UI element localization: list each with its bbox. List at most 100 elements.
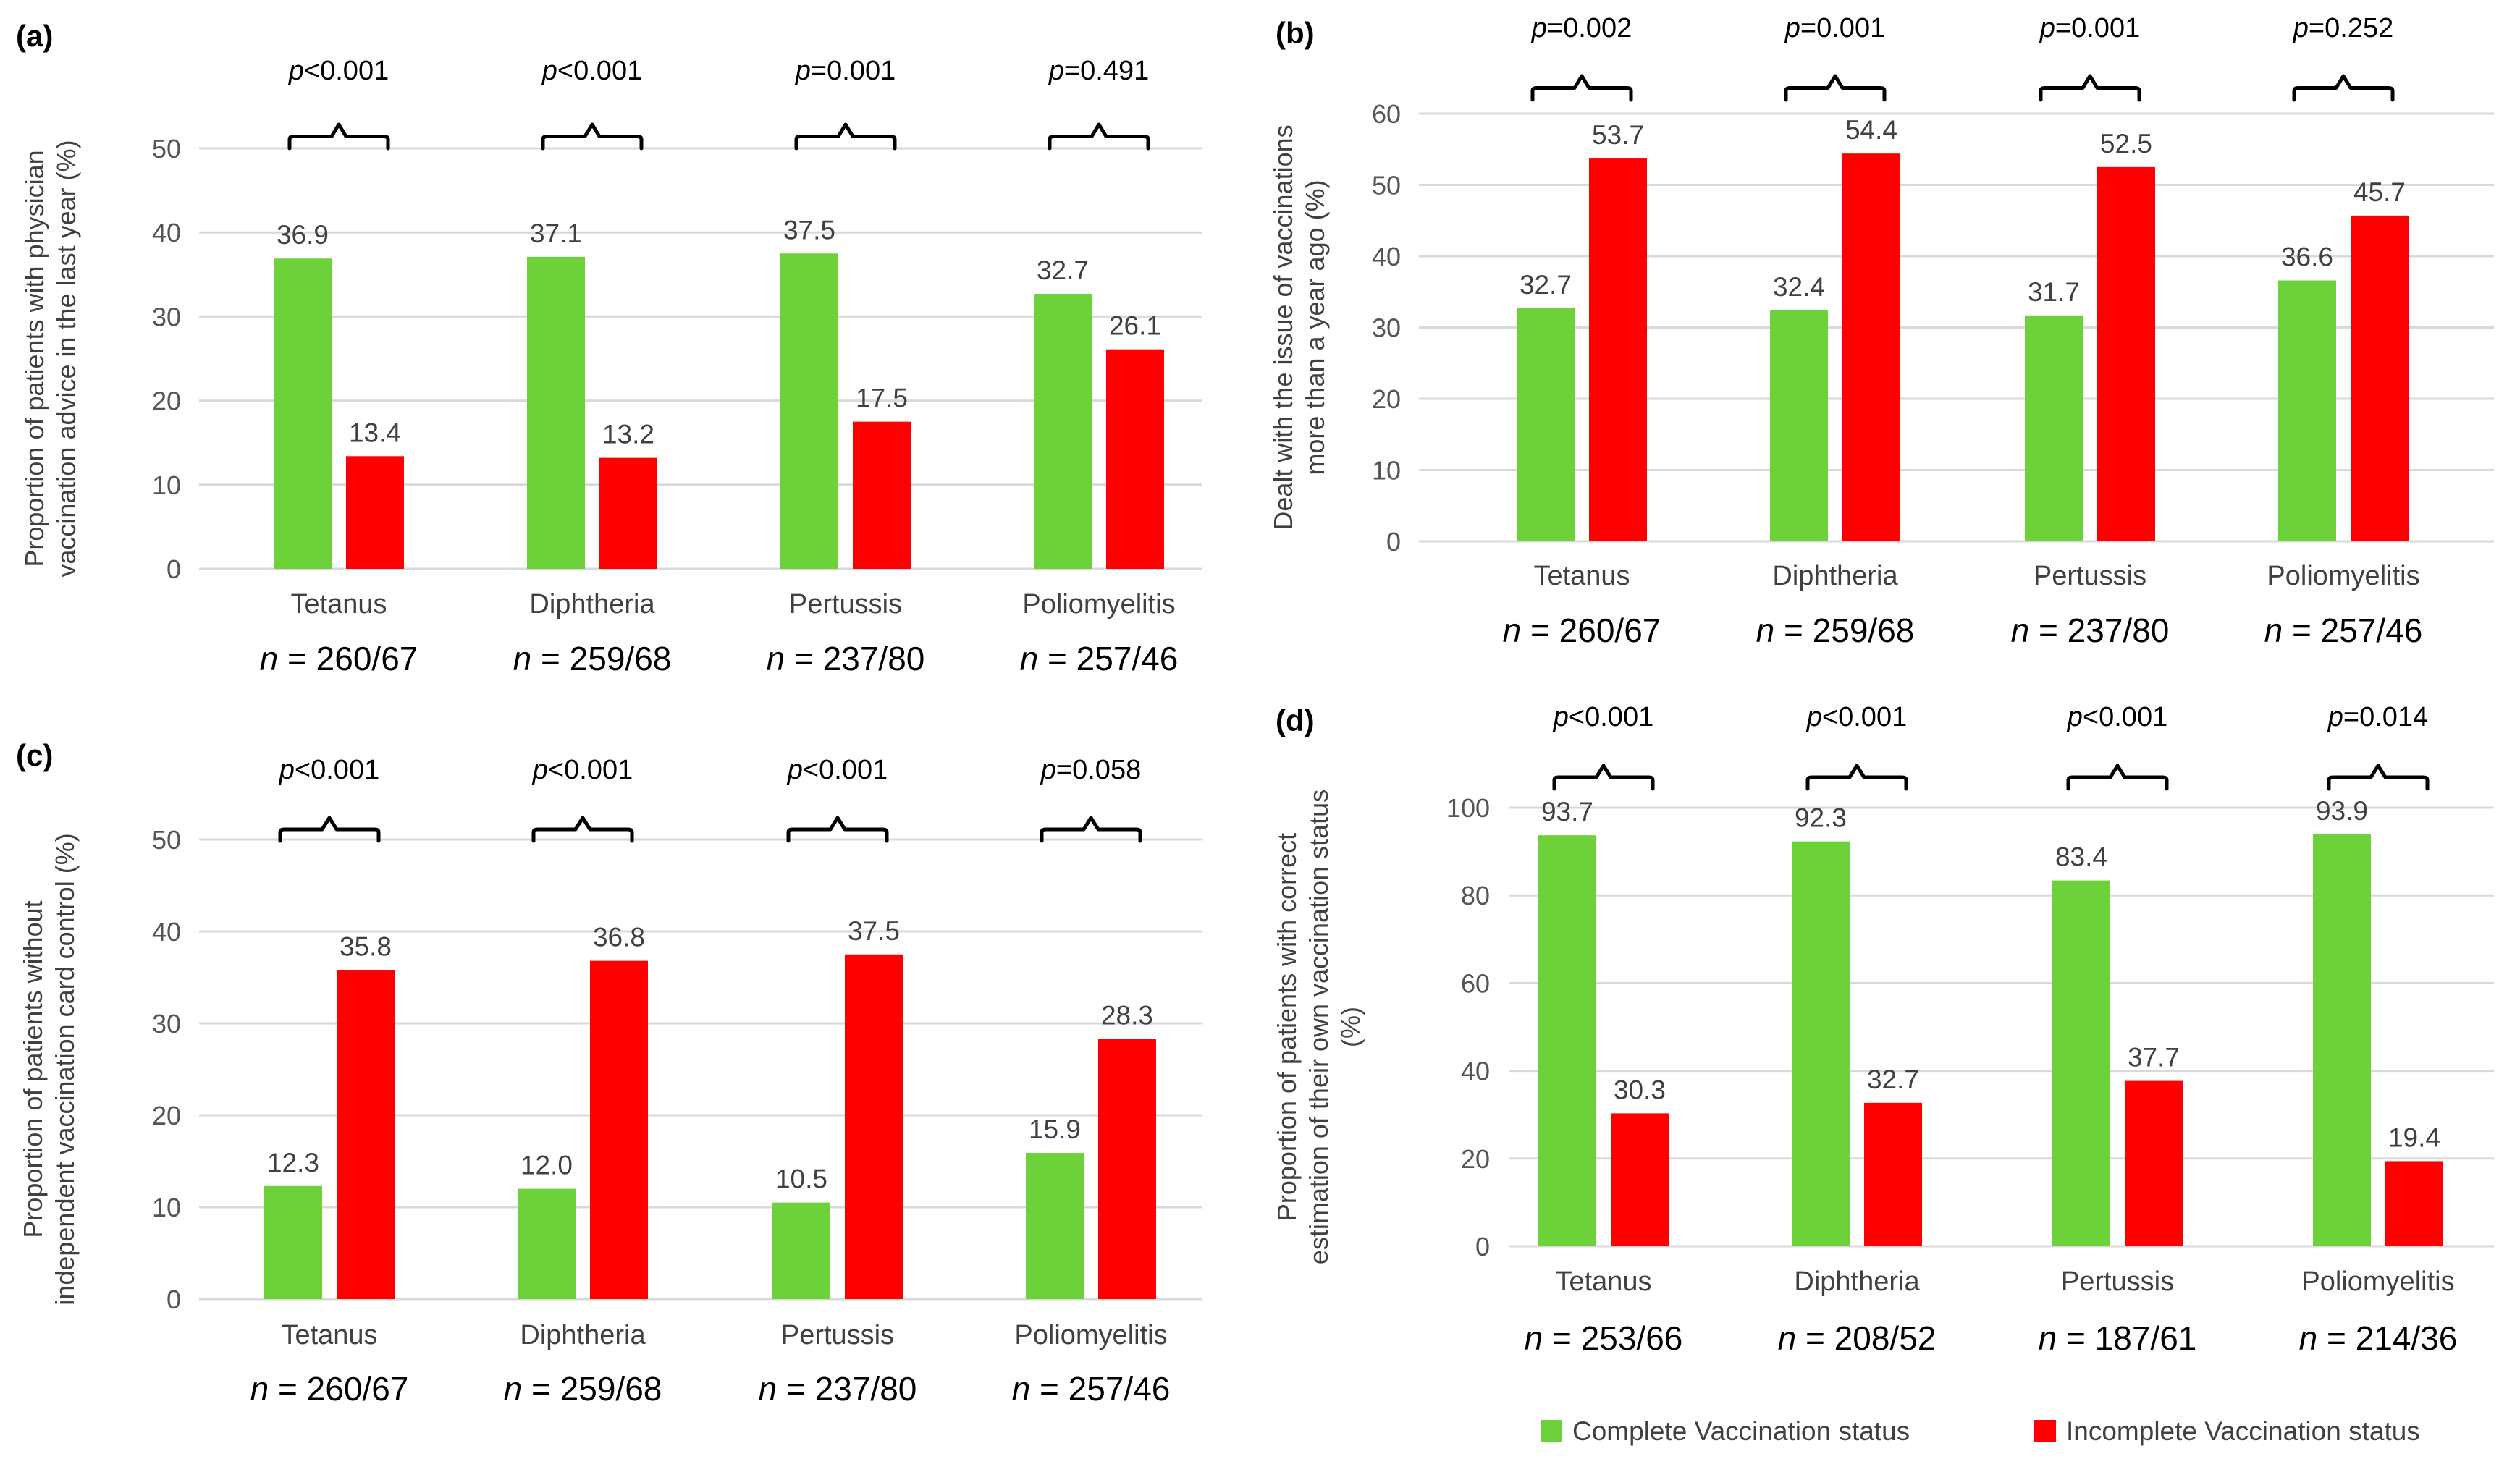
panel-label: (a) (16, 19, 53, 53)
data-label: 37.5 (783, 215, 835, 245)
category-label: Diphtheria (1794, 1266, 1920, 1297)
sample-size-label: n = 253/66 (1525, 1319, 1683, 1357)
significance-bracket (786, 816, 889, 843)
bar-incomplete (1589, 158, 1647, 541)
panel-label: (d) (1276, 703, 1315, 737)
y-tick-label: 10 (152, 470, 181, 500)
y-tick-label: 100 (1446, 793, 1490, 823)
data-label: 13.4 (349, 418, 401, 447)
panel-label: (b) (1276, 16, 1315, 50)
bar-incomplete (1611, 1113, 1669, 1246)
bar-incomplete (599, 457, 657, 569)
bar-complete (518, 1188, 576, 1299)
data-label: 12.0 (521, 1151, 573, 1180)
data-label: 32.7 (1037, 255, 1089, 285)
p-value-label: p=0.252 (2293, 13, 2393, 43)
p-value-label: p<0.001 (279, 755, 379, 785)
sample-size-label: n = 187/61 (2039, 1319, 2197, 1357)
data-label: 83.4 (2055, 842, 2107, 872)
y-tick-label: 40 (1461, 1057, 1490, 1086)
sample-size-label: n = 260/67 (1503, 612, 1661, 649)
category-label: Pertussis (2034, 561, 2146, 591)
data-label: 30.3 (1614, 1075, 1666, 1104)
bar-complete (1792, 841, 1850, 1246)
bar-complete (2052, 880, 2110, 1246)
data-label: 15.9 (1029, 1115, 1081, 1144)
legend-label: Incomplete Vaccination status (2066, 1416, 2420, 1446)
significance-bracket (1552, 764, 1655, 791)
data-label: 36.6 (2281, 242, 2333, 271)
legend-swatch-incomplete (2034, 1420, 2056, 1442)
bar-complete (274, 258, 332, 569)
bar-incomplete (845, 954, 903, 1299)
y-tick-label: 50 (152, 825, 181, 855)
bar-complete (1517, 308, 1575, 541)
bar-incomplete (1842, 153, 1900, 541)
y-tick-label: 80 (1461, 881, 1490, 910)
p-value-label: p<0.001 (1806, 702, 1907, 732)
y-tick-label: 40 (152, 218, 181, 248)
y-tick-label: 60 (1461, 968, 1490, 998)
y-tick-label: 40 (1372, 242, 1401, 271)
p-value-label: p=0.491 (1048, 56, 1149, 86)
significance-bracket (1805, 764, 1908, 791)
data-label: 93.7 (1541, 797, 1593, 826)
p-value-label: p=0.001 (795, 56, 896, 86)
p-value-label: p=0.014 (2327, 702, 2428, 732)
y-tick-label: 0 (1386, 527, 1401, 557)
p-value-label: p<0.001 (1553, 702, 1653, 732)
y-tick-label: 30 (1372, 313, 1401, 343)
sample-size-label: n = 208/52 (1778, 1319, 1937, 1357)
data-label: 12.3 (267, 1148, 319, 1177)
bar-incomplete (2385, 1161, 2443, 1246)
category-label: Tetanus (1555, 1266, 1651, 1297)
significance-bracket (1784, 74, 1887, 102)
data-label: 37.5 (848, 916, 900, 946)
sample-size-label: n = 257/46 (2264, 612, 2423, 649)
significance-bracket (287, 122, 390, 151)
chart-panel: 0 10 20 30 40 50 (c) Proportion of patients wit… (16, 738, 1202, 1408)
bar-complete (1770, 310, 1828, 541)
significance-bracket (2292, 74, 2395, 102)
category-label: Poliomyelitis (1014, 1320, 1167, 1350)
p-value-label: p<0.001 (532, 755, 633, 785)
category-label: Tetanus (281, 1320, 377, 1350)
category-label: Pertussis (789, 589, 902, 619)
bar-incomplete (337, 970, 395, 1299)
y-tick-label: 30 (152, 1009, 181, 1039)
y-tick-label: 50 (152, 134, 181, 164)
bar-complete (2313, 834, 2371, 1246)
bar-incomplete (853, 421, 911, 569)
bar-complete (264, 1185, 322, 1299)
legend-label: Complete Vaccination status (1572, 1416, 1910, 1446)
data-label: 17.5 (856, 384, 908, 413)
y-axis-label: Proportion of patients with physicianvac… (20, 140, 81, 577)
bar-complete (2278, 280, 2336, 541)
p-value-label: p=0.001 (2039, 13, 2140, 43)
category-label: Poliomyelitis (2301, 1266, 2454, 1297)
data-label: 92.3 (1795, 803, 1847, 833)
bar-incomplete (2351, 215, 2409, 541)
bar-incomplete (2125, 1080, 2183, 1246)
y-tick-label: 40 (152, 917, 181, 947)
p-value-label: p<0.001 (787, 755, 888, 785)
data-label: 31.7 (2028, 277, 2080, 307)
category-label: Poliomyelitis (1022, 589, 1175, 619)
significance-bracket (2066, 764, 2169, 791)
data-label: 26.1 (1109, 311, 1161, 341)
chart-panel: 0 20 40 60 80 100 (d) Proportion of patients wi… (1272, 702, 2494, 1357)
p-value-label: p<0.001 (541, 56, 642, 86)
sample-size-label: n = 214/36 (2299, 1319, 2458, 1357)
significance-bracket (531, 816, 634, 843)
significance-bracket (1048, 122, 1150, 151)
panel-label: (c) (16, 738, 53, 772)
category-label: Diphtheria (1772, 561, 1898, 591)
p-value-label: p=0.058 (1040, 755, 1141, 785)
bar-complete (1538, 835, 1596, 1246)
data-label: 32.7 (1520, 270, 1572, 300)
sample-size-label: n = 237/80 (759, 1370, 917, 1408)
category-label: Diphtheria (520, 1320, 646, 1350)
sample-size-label: n = 260/67 (260, 640, 418, 677)
sample-size-label: n = 257/46 (1012, 1370, 1171, 1408)
